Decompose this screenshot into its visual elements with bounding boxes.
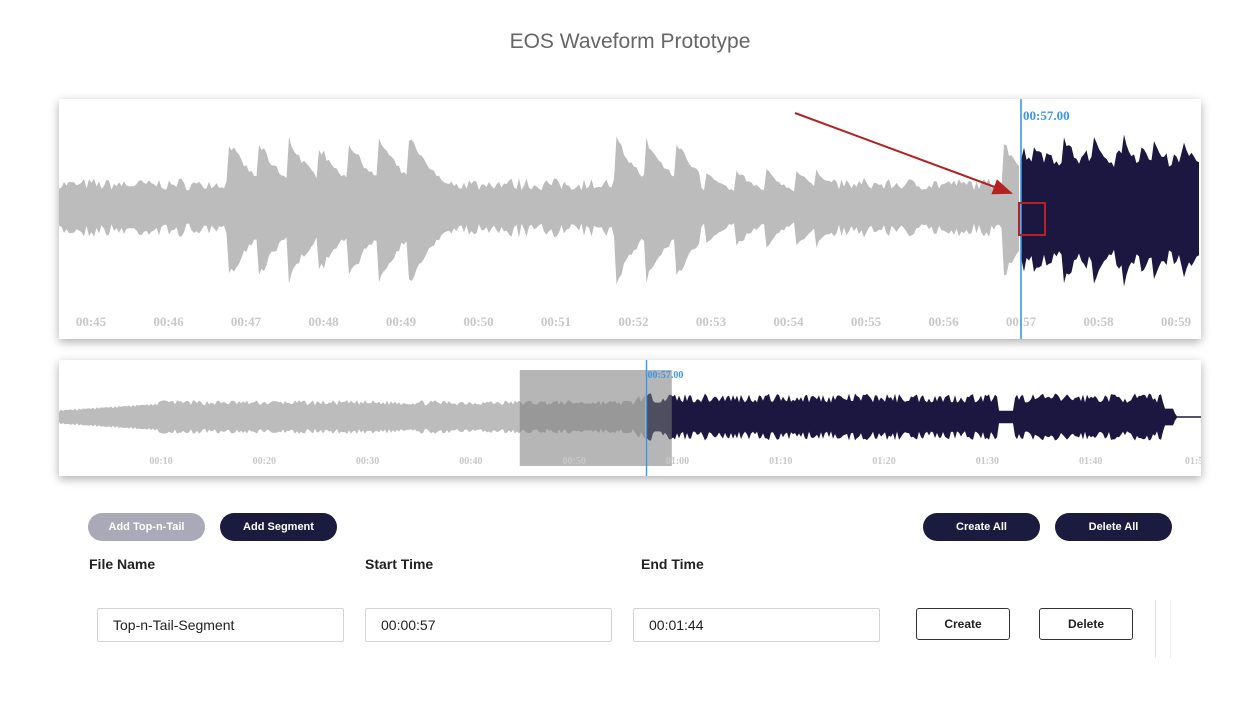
create-all-button[interactable]: Create All — [923, 513, 1040, 541]
end-time-input[interactable] — [633, 608, 880, 642]
timeline-tick-label: 00:52 — [618, 314, 648, 329]
delete-all-button[interactable]: Delete All — [1055, 513, 1172, 541]
overview-tick-label: 00:20 — [253, 456, 276, 467]
timeline-tick-label: 00:45 — [76, 314, 107, 329]
main-timeline-ticks: 00:45 00:46 00:47 00:48 00:49 00:50 00:51 00:52… — [76, 314, 1192, 329]
overview-waveform-canvas[interactable]: 00:10 00:20 00:30 00:40 00:50 01:00 01:10 01:20… — [59, 360, 1201, 476]
annotation-arrow — [794, 112, 1046, 236]
timeline-tick-label: 00:48 — [308, 314, 339, 329]
overview-tick-label: 01:20 — [872, 456, 895, 467]
file-name-header: File Name — [89, 556, 156, 572]
row-scrollbar[interactable] — [1155, 600, 1171, 658]
create-segment-button[interactable]: Create — [916, 608, 1010, 640]
timeline-tick-label: 00:51 — [541, 314, 571, 329]
overview-tick-label: 01:40 — [1079, 456, 1102, 467]
main-waveform[interactable] — [59, 134, 1199, 287]
add-top-n-tail-button[interactable]: Add Top-n-Tail — [88, 513, 205, 541]
overview-tick-label: 00:40 — [459, 456, 482, 467]
overview-tick-label: 00:50 — [563, 456, 586, 467]
start-time-input[interactable] — [365, 608, 612, 642]
file-name-input[interactable] — [97, 608, 344, 642]
overview-tick-label: 00:10 — [149, 456, 172, 467]
timeline-tick-label: 00:53 — [696, 314, 727, 329]
start-time-header: Start Time — [365, 556, 434, 572]
timeline-tick-label: 00:55 — [851, 314, 882, 329]
overview-timeline-ticks: 00:10 00:20 00:30 00:40 00:50 01:00 01:10 01:20… — [149, 456, 1201, 467]
timeline-tick-label: 00:56 — [928, 314, 959, 329]
visible-window-selection[interactable] — [519, 370, 672, 466]
timeline-tick-label: 00:50 — [463, 314, 493, 329]
overview-tick-label: 01:30 — [976, 456, 999, 467]
main-waveform-panel[interactable]: 00:45 00:46 00:47 00:48 00:49 00:50 00:51 00:52… — [59, 99, 1201, 339]
played-waveform — [1021, 134, 1199, 287]
unplayed-waveform — [59, 136, 1019, 285]
overview-unplayed-waveform — [59, 395, 645, 439]
timeline-tick-label: 00:59 — [1161, 314, 1192, 329]
timeline-tick-label: 00:54 — [773, 314, 804, 329]
timeline-tick-label: 00:49 — [386, 314, 417, 329]
delete-segment-button[interactable]: Delete — [1039, 608, 1133, 640]
timeline-tick-label: 00:46 — [153, 314, 184, 329]
overview-tick-label: 00:30 — [356, 456, 379, 467]
add-segment-button[interactable]: Add Segment — [220, 513, 337, 541]
timeline-tick-label: 00:47 — [231, 314, 262, 329]
overview-waveform-panel[interactable]: 00:10 00:20 00:30 00:40 00:50 01:00 01:10 01:20… — [59, 360, 1201, 476]
timeline-tick-label: 00:58 — [1083, 314, 1114, 329]
overview-tick-label: 01:00 — [666, 456, 689, 467]
page-title: EOS Waveform Prototype — [509, 30, 751, 53]
overview-playhead-time-label: 00:57.00 — [648, 370, 684, 381]
overview-tick-label: 01:5 — [1185, 456, 1201, 467]
end-time-header: End Time — [641, 556, 704, 572]
annotation-highlight-box — [1018, 202, 1046, 236]
overview-waveform[interactable] — [59, 393, 1201, 441]
main-waveform-canvas[interactable]: 00:45 00:46 00:47 00:48 00:49 00:50 00:51 00:52… — [59, 99, 1201, 339]
playhead-time-label: 00:57.00 — [1023, 108, 1070, 123]
overview-tick-label: 01:10 — [769, 456, 792, 467]
overview-played-waveform — [647, 393, 1201, 441]
